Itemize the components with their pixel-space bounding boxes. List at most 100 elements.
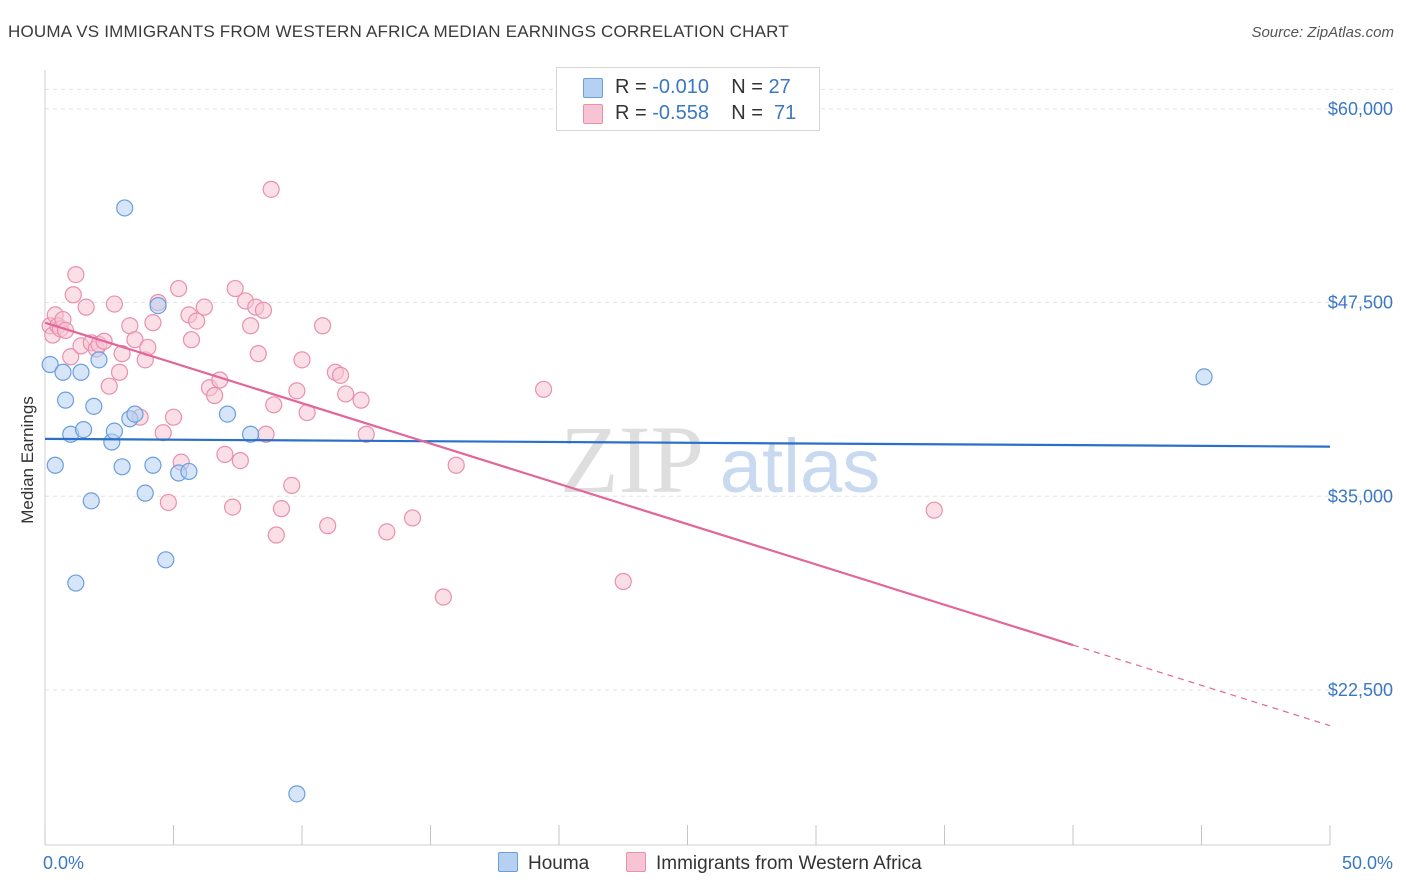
wafrica-point xyxy=(62,348,80,366)
legend-n-label: N = xyxy=(731,76,769,98)
houma-point xyxy=(116,199,134,217)
wafrica-point xyxy=(267,526,285,544)
wafrica-point xyxy=(144,314,162,332)
legend-r-label: R = xyxy=(615,76,653,98)
wafrica-point xyxy=(206,386,224,405)
gridlines xyxy=(45,88,1393,691)
houma-point xyxy=(144,456,162,474)
houma-point xyxy=(85,397,103,415)
trend-lines xyxy=(44,321,1331,727)
wafrica-point xyxy=(126,331,144,349)
wafrica-point xyxy=(113,345,131,363)
wafrica-point xyxy=(231,452,249,470)
legend-swatch-houma xyxy=(583,78,603,98)
wafrica-point xyxy=(319,517,337,535)
houma-point xyxy=(41,355,59,374)
wafrica-point xyxy=(272,500,291,518)
wafrica-point xyxy=(224,498,242,516)
wafrica-point xyxy=(188,312,206,330)
wafrica-point xyxy=(100,377,118,395)
houma-point xyxy=(218,405,237,423)
bottom-legend-swatch-wafrica xyxy=(626,852,646,872)
legend-n-label: N = xyxy=(731,102,769,124)
houma-point xyxy=(54,363,72,381)
wafrica-point xyxy=(254,301,273,319)
houma-point xyxy=(67,574,85,592)
wafrica-point xyxy=(447,456,465,474)
bottom-legend-wafrica: Immigrants from Western Africa xyxy=(626,852,922,875)
legend-n-value: 27 xyxy=(768,76,791,98)
houma-point xyxy=(46,456,64,474)
legend-r-value: -0.010 xyxy=(652,76,709,98)
houma-point xyxy=(90,351,108,369)
wafrica-point xyxy=(226,279,244,298)
wafrica-point xyxy=(403,509,422,527)
wafrica-point xyxy=(77,298,95,316)
y-tick-label: $47,500 xyxy=(1328,293,1393,313)
houma-point xyxy=(74,421,93,439)
wafrica-point xyxy=(110,363,129,381)
wafrica-point xyxy=(249,345,267,363)
houma-point xyxy=(126,405,144,423)
wafrica-point xyxy=(614,572,632,591)
y-tick-label: $60,000 xyxy=(1328,99,1393,119)
wafrica-point xyxy=(331,366,350,384)
houma-point xyxy=(1195,368,1213,386)
houma-point xyxy=(105,422,123,440)
bottom-legend-label-wafrica: Immigrants from Western Africa xyxy=(656,853,922,874)
wafrica-point xyxy=(265,396,283,414)
axes xyxy=(44,70,1331,846)
wafrica-point xyxy=(357,425,375,443)
wafrica-point xyxy=(105,295,123,313)
series-houma-points xyxy=(41,199,1213,803)
watermark: ZIP atlas xyxy=(560,406,880,513)
legend-r-value: -0.558 xyxy=(652,102,709,124)
wafrica-point xyxy=(164,408,183,426)
wafrica-point xyxy=(378,523,396,541)
wafrica-point xyxy=(337,385,355,403)
bottom-legend-swatch-houma xyxy=(498,852,518,872)
wafrica-point xyxy=(170,279,188,298)
legend-n-value: 71 xyxy=(774,102,797,124)
legend-swatch-wafrica xyxy=(583,104,603,124)
source-label: Source: ZipAtlas.com xyxy=(1251,24,1394,41)
wafrica-point xyxy=(195,298,213,316)
series-wafrica-points xyxy=(41,180,943,606)
houma-point xyxy=(180,462,198,481)
wafrica-point xyxy=(154,424,172,442)
houma-point xyxy=(82,492,100,510)
wafrica-point xyxy=(288,382,306,400)
chart-title: HOUMA VS IMMIGRANTS FROM WESTERN AFRICA … xyxy=(8,22,789,41)
wafrica-point xyxy=(293,351,311,369)
x-tick-label-max: 50.0% xyxy=(1342,853,1393,873)
houma-point xyxy=(288,785,306,803)
y-tick-label: $35,000 xyxy=(1328,486,1393,506)
y-axis-label: Median Earnings xyxy=(18,396,37,524)
watermark-atlas: atlas xyxy=(720,424,881,509)
bottom-legend-houma: Houma xyxy=(498,852,589,875)
houma-point xyxy=(136,484,154,502)
wafrica-point xyxy=(352,391,370,409)
houma-trend-line xyxy=(44,437,1331,448)
wafrica-point xyxy=(159,493,177,512)
wafrica-point xyxy=(925,501,943,519)
wafrica-trend-extension xyxy=(1072,644,1331,727)
bottom-legend-label-houma: Houma xyxy=(528,853,590,874)
correlation-legend: R = -0.010 N = 27 R = -0.558 N = 71 xyxy=(556,67,820,131)
wafrica-point xyxy=(534,380,553,398)
wafrica-point xyxy=(283,476,301,494)
houma-point xyxy=(149,297,167,315)
houma-point xyxy=(72,363,90,381)
houma-point xyxy=(56,391,75,409)
wafrica-point xyxy=(67,266,85,284)
houma-point xyxy=(157,551,175,569)
wafrica-point xyxy=(182,331,201,349)
wafrica-point xyxy=(242,317,260,335)
wafrica-trend-line xyxy=(44,321,1074,647)
houma-point xyxy=(113,458,131,476)
wafrica-point xyxy=(262,180,280,198)
legend-r-label: R = xyxy=(615,102,653,124)
wafrica-point xyxy=(434,588,452,606)
wafrica-point xyxy=(313,317,332,335)
wafrica-point xyxy=(56,321,75,339)
